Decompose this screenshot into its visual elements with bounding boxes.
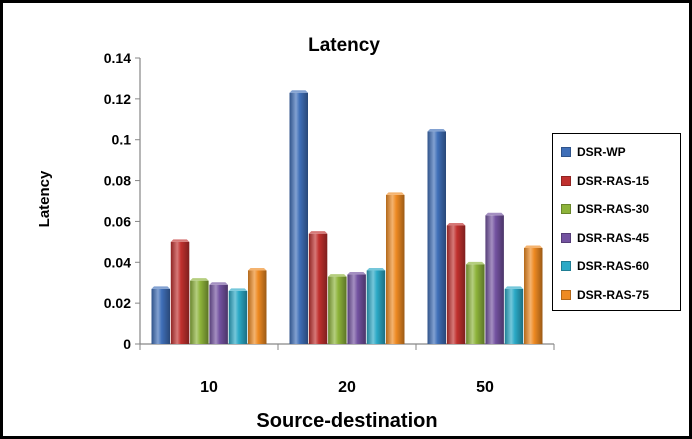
legend-item: DSR-RAS-15 [561,167,680,196]
legend-label: DSR-WP [577,145,626,159]
legend-label: DSR-RAS-75 [577,288,649,302]
bar-dsr-ras-75-10 [248,268,267,344]
bar-dsr-ras-75-50 [524,245,543,344]
bar-body [447,226,466,344]
bar-top [428,129,447,132]
bar-body [171,242,190,344]
y-axis-label: Latency [36,170,53,227]
bar-dsr-ras-30-10 [190,278,209,344]
legend: DSR-WP DSR-RAS-15 DSR-RAS-30 DSR-RAS-45 DSR-… [552,133,681,311]
bar-body [309,234,328,344]
legend-label: DSR-RAS-60 [577,259,649,273]
bar-top [309,231,328,234]
bar-body [428,132,447,344]
bar-dsr-ras-15-20 [309,231,328,344]
legend-label: DSR-RAS-45 [577,231,649,245]
bar-body [248,270,267,344]
bar-dsr-ras-75-20 [386,192,405,344]
legend-item: DSR-RAS-60 [561,252,680,281]
x-tick-label: 20 [338,379,356,396]
y-tick-label: 0.02 [104,295,131,311]
bar-body [347,275,366,344]
chart-title: Latency [308,35,380,56]
bar-body [328,277,347,344]
y-tick-label: 0.06 [104,213,131,229]
legend-item: DSR-RAS-30 [561,195,680,224]
bar-body [290,93,309,344]
plot-area: 0 0.02 0.04 0.06 0.08 0.1 0.12 0.14 10 20 50 [104,50,554,396]
bar-top [171,239,190,242]
bar-body [229,291,248,344]
x-axis-label: Source-destination [256,410,437,432]
bar-top [347,272,366,275]
legend-item: DSR-WP [561,138,680,167]
bar-dsr-ras-30-20 [328,274,347,344]
bar-top [328,274,347,277]
bar-dsr-wp-20 [290,90,309,344]
bar-dsr-ras-15-50 [447,223,466,344]
legend-swatch [561,261,571,271]
x-tick-label: 50 [476,379,494,396]
bar-top [386,192,405,195]
bar-top [447,223,466,226]
bar-body [485,215,504,344]
x-tick-label: 10 [200,379,218,396]
bar-body [209,285,228,344]
legend-label: DSR-RAS-15 [577,174,649,188]
legend-label: DSR-RAS-30 [577,202,649,216]
bar-body [152,289,171,344]
bar-dsr-ras-60-50 [505,286,524,344]
bar-top [152,286,171,289]
bar-dsr-ras-15-10 [171,239,190,344]
legend-item: DSR-RAS-45 [561,224,680,253]
bar-body [367,270,386,344]
bar-dsr-ras-45-50 [485,213,504,344]
y-tick-label: 0.14 [104,50,131,66]
bar-dsr-ras-60-10 [229,288,248,344]
legend-swatch [561,290,571,300]
legend-swatch [561,176,571,186]
y-tick-label: 0.1 [112,132,132,148]
y-tick-label: 0 [123,336,131,352]
bar-dsr-ras-45-20 [347,272,366,344]
bar-top [290,90,309,93]
bar-body [466,264,485,344]
bar-top [524,245,543,248]
y-tick-label: 0.04 [104,254,131,270]
legend-swatch [561,233,571,243]
y-tick-label: 0.08 [104,173,131,189]
bar-dsr-ras-30-50 [466,262,485,344]
legend-item: DSR-RAS-75 [561,281,680,310]
bar-body [386,195,405,344]
bar-top [466,262,485,265]
bar-dsr-wp-10 [152,286,171,344]
y-tick-label: 0.12 [104,91,131,107]
bar-top [367,268,386,271]
legend-swatch [561,147,571,157]
bar-top [209,282,228,285]
bar-dsr-ras-45-10 [209,282,228,344]
bar-top [190,278,209,281]
bar-dsr-ras-60-20 [367,268,386,344]
legend-swatch [561,204,571,214]
bar-top [248,268,267,271]
bar-body [190,281,209,344]
bar-body [524,248,543,344]
bar-dsr-wp-50 [428,129,447,344]
bar-top [485,213,504,216]
bar-top [229,288,248,291]
bar-top [505,286,524,289]
bar-body [505,289,524,344]
